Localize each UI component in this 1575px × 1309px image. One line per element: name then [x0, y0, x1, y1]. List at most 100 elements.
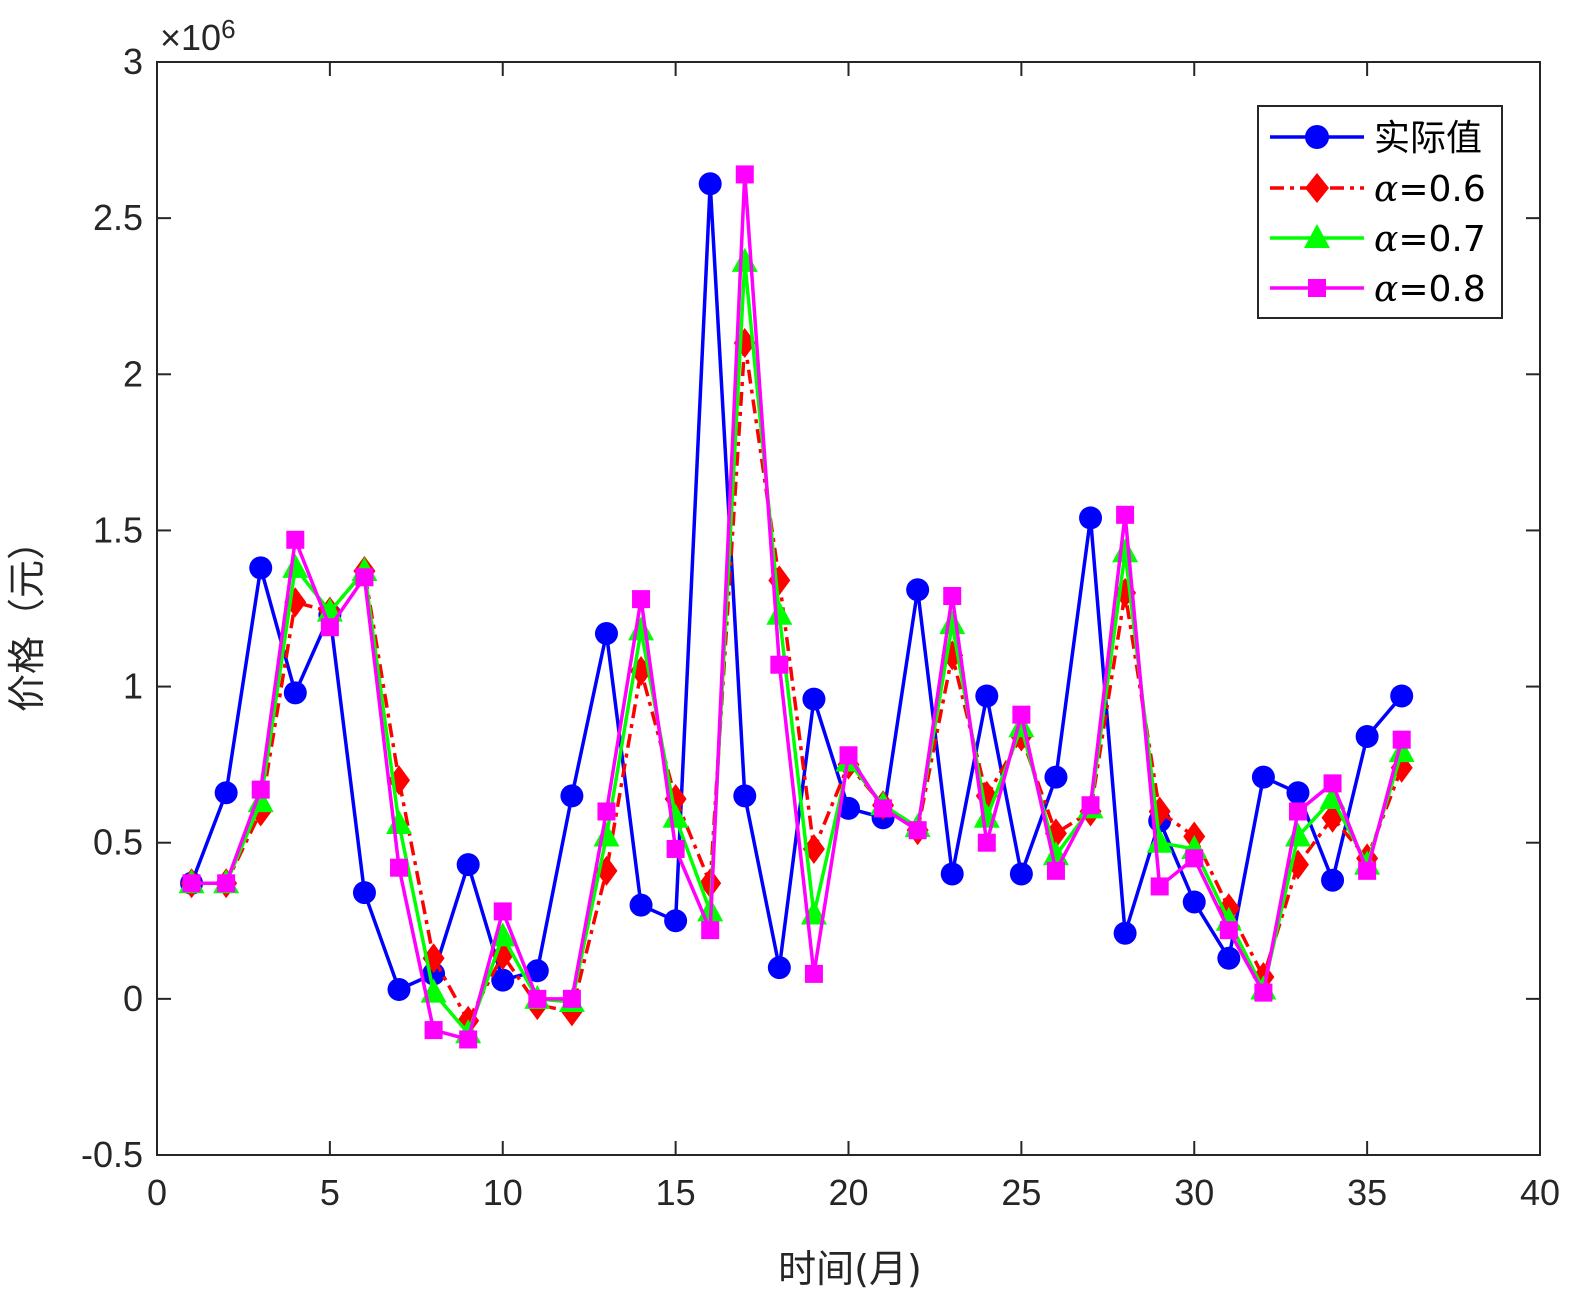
- data-point: [666, 839, 685, 858]
- data-point: [217, 874, 236, 893]
- data-point: [1390, 684, 1414, 708]
- x-tick-label: 25: [1001, 1172, 1041, 1213]
- data-point: [1392, 730, 1411, 749]
- series-line: [189, 182, 1404, 992]
- legend-alpha-symbol-08: α: [1374, 269, 1398, 310]
- data-point: [424, 1021, 443, 1040]
- y-tick-label: 0: [123, 978, 143, 1019]
- data-point: [352, 881, 376, 905]
- exponent-label: ×106: [160, 14, 236, 58]
- data-point: [1323, 774, 1342, 793]
- exponent-base: ×10: [160, 17, 221, 58]
- data-point: [249, 556, 273, 580]
- x-tick-labels: 0 5 10 15 20 25 30 35 40: [147, 1172, 1560, 1213]
- data-point: [1046, 861, 1065, 880]
- data-point: [632, 590, 651, 609]
- data-point: [1358, 861, 1377, 880]
- data-point: [1217, 946, 1241, 970]
- data-point: [766, 600, 793, 625]
- data-point: [977, 833, 996, 852]
- x-tick-label: 15: [656, 1172, 696, 1213]
- data-point: [390, 858, 409, 877]
- data-point: [767, 956, 791, 980]
- data-point: [1044, 765, 1068, 789]
- legend-label-alpha-07: α=0.7: [1374, 219, 1486, 260]
- y-tick-labels: -0.5 0 0.5 1 1.5 2 2.5 3: [81, 41, 143, 1175]
- data-point: [1009, 862, 1033, 886]
- data-point: [562, 989, 581, 1008]
- legend-marker-alpha-07: [1304, 224, 1330, 248]
- data-point: [1116, 505, 1135, 524]
- data-point: [1251, 765, 1275, 789]
- data-point: [1079, 506, 1103, 530]
- legend-label-actual: 实际值: [1374, 118, 1482, 159]
- data-point: [251, 780, 270, 799]
- x-tick-label: 20: [828, 1172, 868, 1213]
- data-point: [1219, 921, 1238, 940]
- x-tick-label: 40: [1520, 1172, 1560, 1213]
- data-point: [839, 746, 858, 765]
- legend-alpha-symbol-07: α: [1374, 219, 1398, 260]
- data-point: [1355, 725, 1379, 749]
- data-point: [698, 172, 722, 196]
- data-point: [1112, 538, 1139, 563]
- x-axis-label: 时间(月): [778, 1247, 922, 1291]
- y-axis-label: 价格（元）: [5, 522, 49, 712]
- data-point: [731, 247, 758, 272]
- data-point: [1113, 921, 1137, 945]
- legend-entry-alpha-08: α=0.8: [1270, 269, 1486, 310]
- series-3: [182, 165, 1411, 1049]
- data-point: [386, 809, 413, 834]
- data-point: [597, 802, 616, 821]
- series-line: [191, 172, 1404, 1042]
- data-point: [908, 821, 927, 840]
- data-point: [1081, 796, 1100, 815]
- plot-frame: [156, 61, 1541, 1156]
- data-point: [802, 687, 826, 711]
- data-point: [456, 853, 480, 877]
- data-point: [1012, 705, 1031, 724]
- y-tick-label: 3: [123, 41, 143, 82]
- data-point: [493, 902, 512, 921]
- legend-label-alpha-06: α=0.6: [1374, 169, 1486, 210]
- legend: 实际值 α=0.6 α=0.7 α=0.8: [1257, 105, 1503, 319]
- legend-box: [1257, 105, 1503, 319]
- y-tick-label: 2.5: [93, 197, 143, 238]
- legend-alpha-text-06: =0.6: [1398, 169, 1485, 210]
- data-point: [770, 655, 789, 674]
- data-point: [735, 165, 754, 184]
- data-point: [664, 909, 688, 933]
- data-point: [560, 784, 584, 808]
- data-point: [459, 1030, 478, 1049]
- y-tick-label: 0.5: [93, 822, 143, 863]
- x-tick-label: 35: [1347, 1172, 1387, 1213]
- legend-label-alpha-08: α=0.8: [1374, 269, 1486, 310]
- data-point: [1321, 868, 1345, 892]
- y-tick-label: 1: [123, 666, 143, 707]
- data-point: [387, 977, 411, 1001]
- legend-entry-alpha-07: α=0.7: [1270, 219, 1486, 260]
- legend-entry-alpha-06: α=0.6: [1270, 169, 1486, 210]
- legend-alpha-text-08: =0.8: [1398, 269, 1485, 310]
- data-point: [1286, 781, 1310, 805]
- y-tick-label: 1.5: [93, 509, 143, 550]
- legend-alpha-symbol-06: α: [1374, 169, 1398, 210]
- legend-marker-alpha-06: [1305, 173, 1329, 203]
- legend-marker-alpha-08: [1308, 279, 1326, 297]
- legend-alpha-text-07: =0.7: [1398, 219, 1485, 260]
- data-point: [943, 587, 962, 606]
- data-point: [940, 862, 964, 886]
- legend-entry-actual: 实际值: [1270, 118, 1482, 159]
- data-point: [320, 618, 339, 637]
- data-point: [1185, 849, 1204, 868]
- data-point: [355, 568, 374, 587]
- data-point: [182, 874, 201, 893]
- data-point: [214, 781, 238, 805]
- data-point: [662, 803, 689, 828]
- data-point: [1182, 890, 1206, 914]
- data-point: [286, 530, 305, 549]
- data-point: [1288, 802, 1307, 821]
- series-line: [191, 341, 1404, 1023]
- data-point: [804, 964, 823, 983]
